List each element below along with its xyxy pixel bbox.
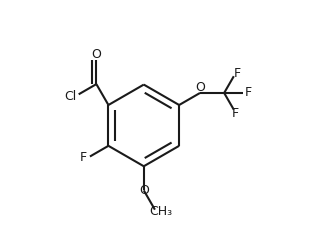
Text: F: F [232, 107, 239, 120]
Text: F: F [245, 87, 252, 100]
Text: CH₃: CH₃ [149, 205, 172, 218]
Text: Cl: Cl [65, 90, 77, 103]
Text: F: F [79, 151, 87, 164]
Text: F: F [234, 67, 241, 80]
Text: O: O [139, 184, 149, 197]
Text: O: O [195, 81, 205, 94]
Text: O: O [91, 48, 101, 61]
